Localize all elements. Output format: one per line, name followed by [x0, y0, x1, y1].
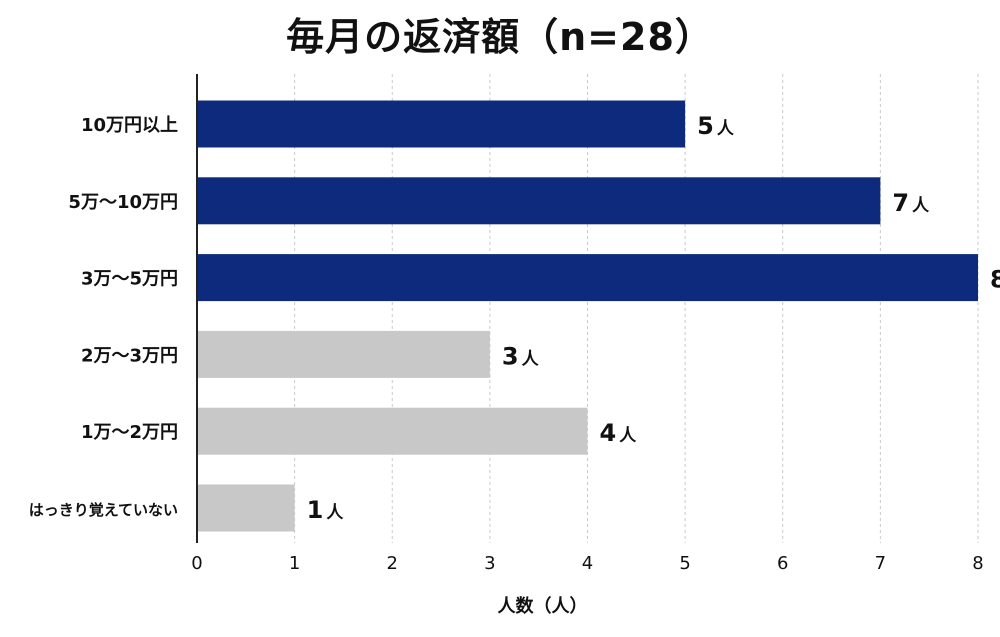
category-labels: 10万円以上 5万〜10万円 3万〜5万円 2万〜3万円 1万〜2万円はっきり覚えていな… [29, 115, 178, 519]
x-tick-label: 8 [972, 553, 983, 574]
chart-title: 毎月の返済額（n=28） [286, 15, 714, 59]
category-label: 2万〜3万円 [81, 345, 178, 366]
x-tick-labels: 0 1 2 3 4 5 6 7 8 [191, 553, 983, 574]
bar [198, 407, 588, 455]
category-label: 1万〜2万円 [81, 422, 178, 443]
x-tick-label: 0 [191, 553, 202, 574]
x-tick-label: 2 [387, 553, 398, 574]
category-label: 5万〜10万円 [68, 192, 178, 213]
value-labels: 5人 7人 8人 3人 4人 1人 [307, 112, 1000, 524]
x-tick-label: 4 [582, 553, 593, 574]
bar [198, 330, 490, 378]
x-tick-label: 6 [777, 553, 788, 574]
x-axis-label: 人数（人） [498, 595, 588, 617]
bar [198, 254, 978, 302]
value-label: 8人 [990, 266, 1000, 294]
x-tick-label: 5 [679, 553, 690, 574]
bars [198, 100, 978, 532]
category-label: 3万〜5万円 [81, 269, 178, 290]
category-label: はっきり覚えていない [29, 501, 178, 519]
category-label: 10万円以上 [81, 115, 178, 136]
bar [198, 177, 881, 225]
grid-lines [294, 74, 979, 543]
x-tick-label: 1 [289, 553, 300, 574]
x-tick-label: 3 [484, 553, 495, 574]
bar [198, 484, 295, 532]
bar [198, 100, 686, 148]
x-tick-label: 7 [875, 553, 886, 574]
